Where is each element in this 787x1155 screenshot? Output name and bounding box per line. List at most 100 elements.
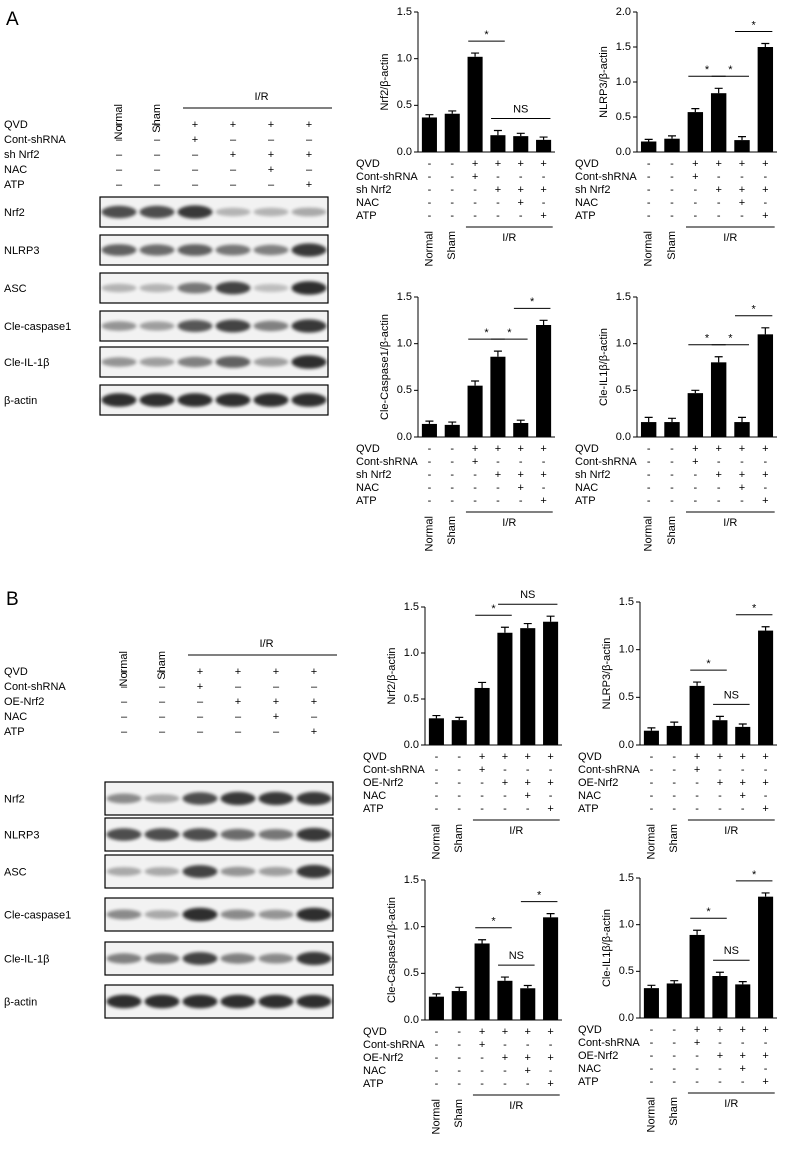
error-bar	[670, 980, 679, 984]
significance-label: *	[752, 304, 757, 316]
condition-mark: -	[428, 482, 432, 494]
condition-mark: -	[428, 469, 432, 481]
blot-band	[296, 791, 332, 806]
condition-mark: -	[496, 495, 500, 507]
significance-label: *	[507, 327, 512, 339]
condition-name: sh Nrf2	[575, 469, 610, 481]
condition-mark: -	[763, 482, 767, 494]
significance-label: *	[752, 19, 757, 31]
x-tick-label: Sham	[668, 1097, 680, 1126]
blot-row-label: Cle-caspase1	[4, 321, 71, 333]
blot-row-label: Cle-caspase1	[4, 909, 71, 921]
error-bar	[668, 417, 676, 423]
significance-label: NS	[513, 103, 528, 115]
blot-band	[296, 827, 332, 842]
condition-mark: +	[692, 158, 698, 170]
error-bar	[738, 136, 746, 141]
y-tick-label: 1.0	[404, 921, 419, 933]
condition-mark: +	[502, 1052, 508, 1064]
condition-mark: -	[435, 1039, 439, 1051]
condition-mark: +	[547, 803, 553, 815]
condition-mark: -	[435, 777, 439, 789]
blot-band	[144, 994, 180, 1009]
condition-mark: +	[762, 495, 768, 507]
condition-mark: -	[519, 495, 523, 507]
condition-mark: -	[435, 803, 439, 815]
blot-band	[101, 357, 137, 367]
condition-mark: -	[503, 790, 507, 802]
significance-label: NS	[509, 950, 524, 962]
error-bar	[448, 110, 457, 114]
condition-mark: -	[480, 1052, 484, 1064]
condition-mark: +	[547, 777, 553, 789]
bar	[490, 135, 506, 152]
error-bar	[448, 421, 457, 425]
condition-name: QVD	[578, 751, 602, 763]
condition-name: QVD	[4, 666, 28, 678]
blot-band	[139, 244, 175, 256]
condition-mark: -	[549, 790, 553, 802]
condition-mark: -	[428, 210, 432, 222]
bar	[543, 917, 559, 1020]
condition-mark: -	[473, 469, 477, 481]
condition-mark: +	[268, 164, 274, 176]
blot-band	[182, 792, 218, 805]
condition-mark: -	[650, 777, 654, 789]
condition-mark: +	[518, 482, 524, 494]
bar	[710, 93, 727, 152]
condition-mark: -	[763, 456, 767, 468]
bar	[735, 726, 751, 745]
lane-label: Normal	[118, 651, 130, 686]
condition-mark: +	[525, 790, 531, 802]
condition-name: QVD	[578, 1024, 602, 1036]
y-tick-label: 1.0	[404, 647, 419, 659]
condition-mark: -	[650, 1076, 654, 1088]
bar	[520, 628, 536, 745]
condition-mark: -	[670, 210, 674, 222]
condition-name: Cont-shRNA	[575, 456, 637, 468]
condition-mark: -	[473, 210, 477, 222]
y-tick-label: 1.0	[397, 53, 412, 65]
blot-frame	[104, 854, 334, 889]
panel-label: B	[6, 589, 19, 610]
condition-mark: -	[647, 184, 651, 196]
condition-name: Cont-shRNA	[363, 1039, 425, 1051]
blot-frame	[104, 941, 334, 976]
condition-mark: +	[306, 149, 312, 161]
condition-mark: -	[647, 456, 651, 468]
blot-band	[258, 829, 294, 840]
condition-mark: -	[435, 751, 439, 763]
error-bar	[647, 727, 656, 731]
condition-mark: -	[693, 495, 697, 507]
condition-mark: –	[311, 681, 318, 693]
blot-band	[258, 866, 294, 877]
y-axis-label: Cle-IL1β/β-actin	[601, 909, 613, 987]
condition-mark: +	[306, 179, 312, 191]
condition-name: NAC	[575, 197, 598, 209]
error-bar	[478, 939, 487, 944]
error-bar	[455, 716, 464, 721]
error-bar	[761, 42, 770, 47]
y-tick-label: 0.5	[404, 693, 419, 705]
condition-mark: -	[542, 197, 546, 209]
blot-band	[296, 907, 332, 922]
condition-mark: -	[672, 1024, 676, 1036]
condition-mark: +	[495, 443, 501, 455]
x-tick-label: Sham	[446, 516, 458, 545]
condition-mark: +	[739, 158, 745, 170]
condition-mark: -	[718, 790, 722, 802]
condition-name: QVD	[363, 1026, 387, 1038]
condition-mark: +	[518, 469, 524, 481]
significance-label: *	[484, 29, 489, 41]
group-label: I/R	[502, 232, 516, 244]
condition-mark: –	[116, 149, 123, 161]
blot-band	[296, 994, 332, 1009]
group-label: I/R	[724, 1098, 738, 1110]
blot-band	[253, 357, 289, 367]
condition-mark: -	[519, 171, 523, 183]
blot-band	[253, 244, 289, 256]
bar	[666, 725, 682, 745]
condition-mark: +	[472, 456, 478, 468]
condition-mark: –	[268, 179, 275, 191]
